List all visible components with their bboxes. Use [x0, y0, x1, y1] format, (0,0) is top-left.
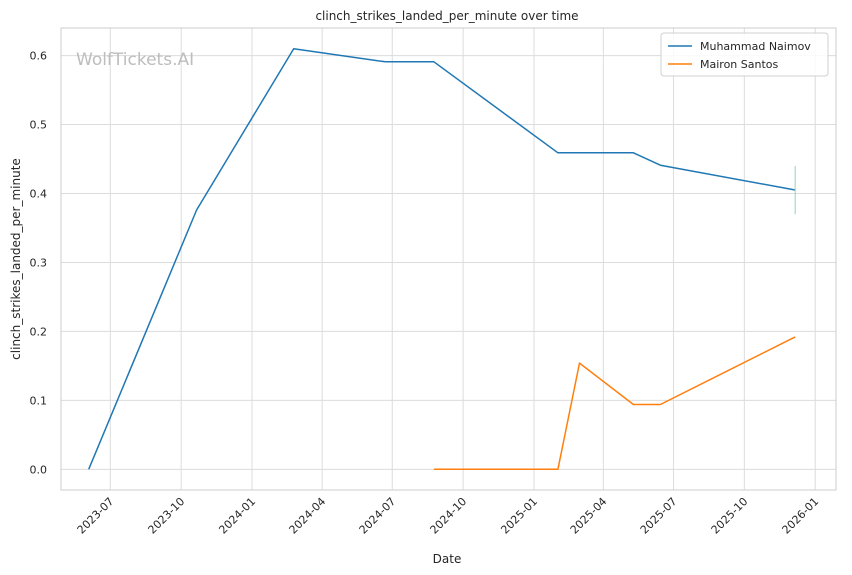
x-axis-label: Date	[433, 552, 462, 566]
plot-frame	[60, 27, 837, 491]
series-lines	[88, 47, 796, 471]
chart-title: clinch_strikes_landed_per_minute over ti…	[315, 9, 578, 23]
grid	[61, 28, 836, 490]
y-tick-label: 0.1	[30, 394, 48, 407]
watermark-text: WolfTickets.AI	[76, 50, 194, 70]
y-tick-label: 0.6	[30, 50, 48, 63]
legend: Muhammad Naimov Mairon Santos	[660, 32, 829, 77]
y-tick-label: 0.2	[30, 325, 48, 338]
legend-label-santos: Mairon Santos	[700, 58, 779, 71]
y-tick-label: 0.5	[30, 119, 48, 132]
y-axis-label: clinch_strikes_landed_per_minute	[9, 158, 23, 360]
series-line-1	[433, 336, 796, 471]
y-tick-label: 0.0	[30, 463, 48, 476]
legend-box	[660, 32, 829, 77]
legend-label-naimov: Muhammad Naimov	[700, 40, 811, 53]
y-tick-label: 0.3	[30, 256, 48, 269]
y-tick-label: 0.4	[30, 187, 48, 200]
